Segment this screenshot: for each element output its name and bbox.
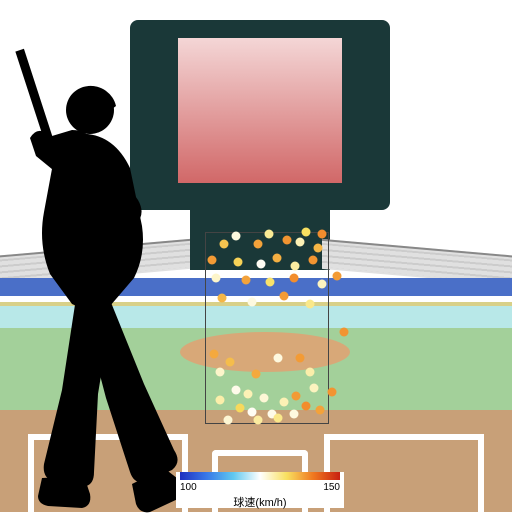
pitch-point bbox=[318, 230, 327, 239]
legend-tick-min: 100 bbox=[180, 482, 197, 493]
pitch-point bbox=[291, 262, 300, 271]
pitch-point bbox=[248, 298, 257, 307]
pitch-point bbox=[306, 300, 315, 309]
pitch-point bbox=[242, 276, 251, 285]
pitch-point bbox=[220, 240, 229, 249]
batters-box-right bbox=[324, 434, 484, 524]
pitch-point bbox=[244, 390, 253, 399]
pitch-point bbox=[306, 368, 315, 377]
pitch-point bbox=[254, 240, 263, 249]
pitch-point bbox=[216, 396, 225, 405]
batter-silhouette bbox=[0, 48, 212, 518]
pitch-point bbox=[310, 384, 319, 393]
pitch-point bbox=[318, 280, 327, 289]
pitch-point bbox=[302, 402, 311, 411]
pitch-point bbox=[290, 410, 299, 419]
pitch-point bbox=[316, 406, 325, 415]
pitch-point bbox=[314, 244, 323, 253]
pitch-point bbox=[280, 292, 289, 301]
pitch-point bbox=[290, 274, 299, 283]
pitch-point bbox=[296, 354, 305, 363]
pitch-point bbox=[212, 274, 221, 283]
legend-color-bar bbox=[180, 472, 340, 480]
pitch-point bbox=[280, 398, 289, 407]
pitch-point bbox=[236, 404, 245, 413]
pitch-point bbox=[216, 368, 225, 377]
legend-ticks: 100 150 bbox=[180, 482, 340, 493]
pitch-point bbox=[265, 230, 274, 239]
pitch-point bbox=[224, 416, 233, 425]
pitch-point bbox=[257, 260, 266, 269]
pitch-point bbox=[274, 354, 283, 363]
pitch-point bbox=[252, 370, 261, 379]
legend-tick-max: 150 bbox=[323, 482, 340, 493]
pitch-point bbox=[333, 272, 342, 281]
pitch-point bbox=[266, 278, 275, 287]
pitch-point bbox=[260, 394, 269, 403]
pitch-point bbox=[226, 358, 235, 367]
pitch-point bbox=[292, 392, 301, 401]
pitch-point bbox=[340, 328, 349, 337]
speed-legend: 100 150 球速(km/h) bbox=[176, 472, 344, 508]
pitch-point bbox=[234, 258, 243, 267]
pitch-point bbox=[302, 228, 311, 237]
pitch-point bbox=[273, 254, 282, 263]
pitch-point bbox=[274, 414, 283, 423]
pitch-point bbox=[309, 256, 318, 265]
pitch-point bbox=[218, 294, 227, 303]
pitch-point bbox=[328, 388, 337, 397]
pitch-point bbox=[232, 386, 241, 395]
pitch-point bbox=[254, 416, 263, 425]
legend-label: 球速(km/h) bbox=[176, 494, 344, 510]
pitch-point bbox=[232, 232, 241, 241]
pitch-point bbox=[296, 238, 305, 247]
pitch-point bbox=[283, 236, 292, 245]
